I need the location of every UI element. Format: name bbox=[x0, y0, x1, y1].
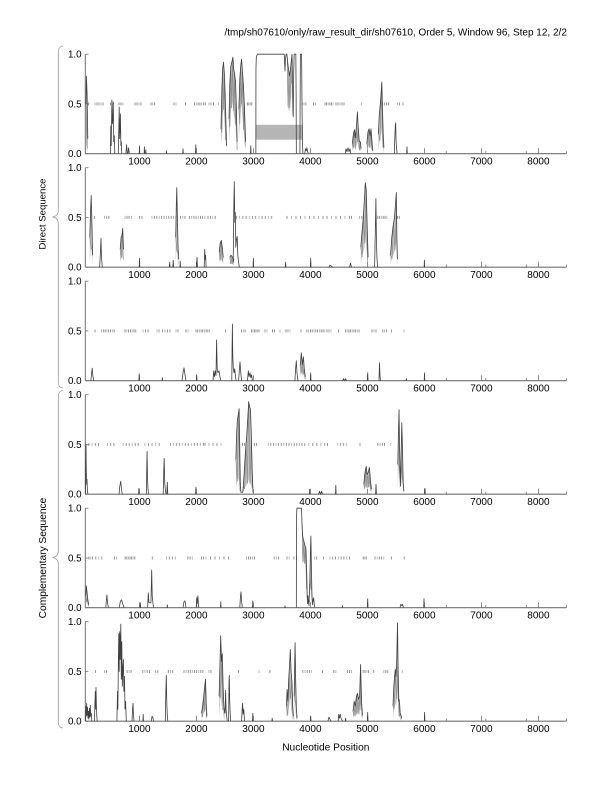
svg-text:2000: 2000 bbox=[185, 724, 208, 735]
svg-text:1000: 1000 bbox=[128, 156, 151, 167]
svg-text:3000: 3000 bbox=[242, 724, 265, 735]
svg-text:0.5: 0.5 bbox=[68, 326, 82, 337]
svg-text:3000: 3000 bbox=[242, 610, 265, 621]
svg-text:4000: 4000 bbox=[299, 610, 322, 621]
svg-text:6000: 6000 bbox=[413, 610, 436, 621]
svg-text:3000: 3000 bbox=[242, 270, 265, 281]
svg-text:4000: 4000 bbox=[299, 383, 322, 394]
svg-text:4000: 4000 bbox=[299, 497, 322, 508]
svg-text:1000: 1000 bbox=[128, 724, 151, 735]
svg-text:3000: 3000 bbox=[242, 156, 265, 167]
svg-text:8000: 8000 bbox=[527, 383, 550, 394]
svg-text:7000: 7000 bbox=[470, 383, 493, 394]
svg-text:8000: 8000 bbox=[527, 497, 550, 508]
svg-text:2000: 2000 bbox=[185, 270, 208, 281]
svg-text:2000: 2000 bbox=[185, 497, 208, 508]
svg-text:8000: 8000 bbox=[527, 156, 550, 167]
svg-text:6000: 6000 bbox=[413, 724, 436, 735]
svg-text:0.5: 0.5 bbox=[68, 667, 82, 678]
svg-text:8000: 8000 bbox=[527, 610, 550, 621]
svg-text:6000: 6000 bbox=[413, 383, 436, 394]
svg-text:0.5: 0.5 bbox=[68, 553, 82, 564]
svg-text:4000: 4000 bbox=[299, 270, 322, 281]
svg-text:/tmp/sh07610/only/raw_result_d: /tmp/sh07610/only/raw_result_dir/sh07610… bbox=[224, 27, 567, 38]
svg-text:6000: 6000 bbox=[413, 497, 436, 508]
svg-text:0.0: 0.0 bbox=[68, 717, 82, 728]
svg-text:4000: 4000 bbox=[299, 724, 322, 735]
svg-text:6000: 6000 bbox=[413, 156, 436, 167]
svg-text:0.0: 0.0 bbox=[68, 603, 82, 614]
svg-text:7000: 7000 bbox=[470, 156, 493, 167]
svg-text:Direct Sequence: Direct Sequence bbox=[38, 179, 49, 250]
svg-text:Nucleotide Position: Nucleotide Position bbox=[282, 743, 369, 754]
svg-text:0.5: 0.5 bbox=[68, 440, 82, 451]
svg-text:0.0: 0.0 bbox=[68, 376, 82, 387]
svg-text:1.0: 1.0 bbox=[68, 617, 82, 628]
svg-text:1.0: 1.0 bbox=[68, 504, 82, 515]
svg-text:5000: 5000 bbox=[356, 610, 379, 621]
svg-text:0.0: 0.0 bbox=[68, 149, 82, 160]
svg-text:6000: 6000 bbox=[413, 270, 436, 281]
svg-text:1.0: 1.0 bbox=[68, 163, 82, 174]
svg-text:Complementary Sequence: Complementary Sequence bbox=[38, 497, 49, 618]
svg-text:1000: 1000 bbox=[128, 497, 151, 508]
svg-text:1000: 1000 bbox=[128, 383, 151, 394]
svg-text:7000: 7000 bbox=[470, 724, 493, 735]
svg-text:8000: 8000 bbox=[527, 724, 550, 735]
svg-text:5000: 5000 bbox=[356, 156, 379, 167]
svg-text:8000: 8000 bbox=[527, 270, 550, 281]
svg-text:1000: 1000 bbox=[128, 270, 151, 281]
svg-text:0.5: 0.5 bbox=[68, 99, 82, 110]
svg-text:2000: 2000 bbox=[185, 610, 208, 621]
svg-text:3000: 3000 bbox=[242, 383, 265, 394]
svg-text:5000: 5000 bbox=[356, 724, 379, 735]
svg-text:7000: 7000 bbox=[470, 497, 493, 508]
svg-text:4000: 4000 bbox=[299, 156, 322, 167]
svg-text:5000: 5000 bbox=[356, 497, 379, 508]
svg-text:1.0: 1.0 bbox=[68, 50, 82, 61]
svg-text:2000: 2000 bbox=[185, 156, 208, 167]
svg-text:1000: 1000 bbox=[128, 610, 151, 621]
svg-text:3000: 3000 bbox=[242, 497, 265, 508]
svg-text:5000: 5000 bbox=[356, 270, 379, 281]
svg-text:0.0: 0.0 bbox=[68, 263, 82, 274]
svg-text:7000: 7000 bbox=[470, 270, 493, 281]
svg-text:1.0: 1.0 bbox=[68, 277, 82, 288]
svg-text:5000: 5000 bbox=[356, 383, 379, 394]
svg-text:0.5: 0.5 bbox=[68, 213, 82, 224]
svg-text:7000: 7000 bbox=[470, 610, 493, 621]
svg-text:0.0: 0.0 bbox=[68, 490, 82, 501]
svg-text:2000: 2000 bbox=[185, 383, 208, 394]
svg-text:1.0: 1.0 bbox=[68, 390, 82, 401]
